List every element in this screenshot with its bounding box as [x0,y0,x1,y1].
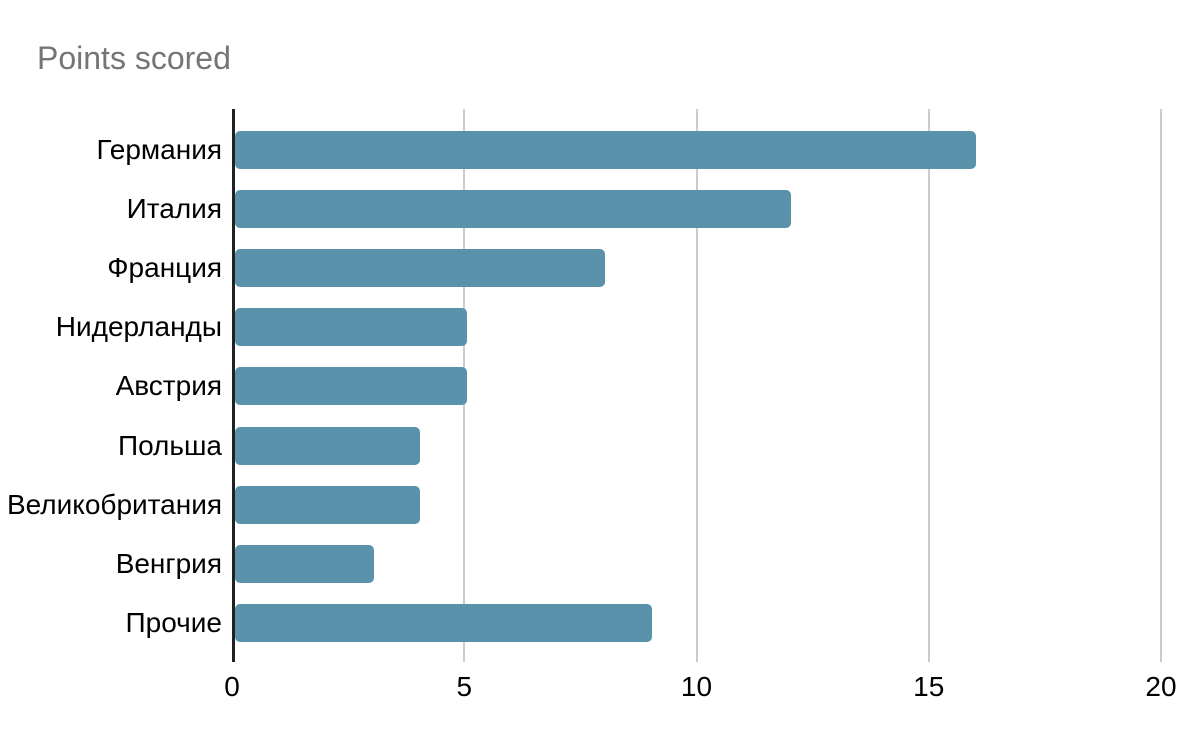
bar-track [235,604,1161,643]
bar-row: Нидерланды [0,298,1161,357]
gridline [695,109,698,662]
gridline [1160,109,1162,662]
bar-rows: Германия Италия Франция Нидерланды Австрия По… [0,120,1161,653]
bar-row: Франция [0,238,1161,297]
bar-track [235,130,1161,169]
category-label: Польша [117,429,222,461]
x-tick-label: 20 [1145,671,1177,702]
bar-track [235,485,1161,524]
bar-track [235,367,1161,406]
bar [235,426,421,465]
bar-row: Австрия [0,357,1161,416]
bar [235,485,421,524]
x-tick-label: 15 [913,671,945,702]
bar-track [235,308,1161,347]
bar [235,604,652,643]
category-label: Италия [126,192,222,224]
bar [235,308,467,347]
bar [235,545,374,584]
x-tick-label: 5 [456,671,473,702]
bar [235,367,467,406]
bar [235,249,606,288]
gridline [927,109,930,662]
y-axis-baseline [232,109,235,662]
bar-track [235,249,1161,288]
bar-track [235,426,1161,465]
category-label: Австрия [115,370,222,402]
bar-track [235,189,1161,228]
bar-row: Германия [0,120,1161,179]
category-label: Нидерланды [55,311,222,343]
category-label: Франция [107,252,222,284]
category-label: Прочие [125,607,222,639]
x-tick-label: 0 [224,671,240,702]
chart-title: Points scored [37,40,231,76]
category-label: Великобритания [6,488,222,520]
bar-track [235,545,1161,584]
category-label: Германия [96,133,222,165]
category-label: Венгрия [115,548,222,580]
bar-row: Великобритания [0,475,1161,534]
bar-row: Польша [0,416,1161,475]
bar-row: Венгрия [0,535,1161,594]
bar [235,189,791,228]
bar-row: Прочие [0,594,1161,653]
bar-row: Италия [0,179,1161,238]
x-tick-label: 10 [680,671,713,702]
bar [235,130,976,169]
